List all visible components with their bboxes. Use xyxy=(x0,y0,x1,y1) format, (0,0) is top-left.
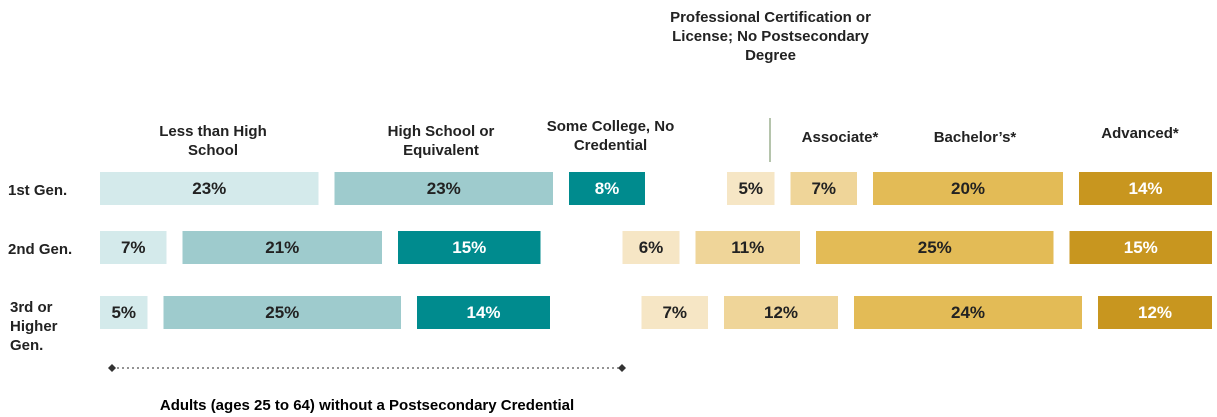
series-header: Some College, No Credential xyxy=(546,118,675,154)
value-label: 7% xyxy=(121,238,146,257)
bar xyxy=(695,231,800,264)
bar xyxy=(641,296,708,329)
value-label: 21% xyxy=(265,238,299,257)
series-header: Bachelor’s* xyxy=(933,129,1017,146)
value-label: 14% xyxy=(466,303,500,322)
value-label: 25% xyxy=(918,238,952,257)
series-header: Advanced* xyxy=(1101,125,1179,142)
value-label: 7% xyxy=(662,303,687,322)
bar xyxy=(398,231,541,264)
value-label: 14% xyxy=(1128,179,1162,198)
bar xyxy=(854,296,1082,329)
value-label: 15% xyxy=(452,238,486,257)
row-label: 3rd or Higher Gen. xyxy=(10,299,58,354)
value-label: 12% xyxy=(764,303,798,322)
bar xyxy=(873,172,1063,205)
value-label: 5% xyxy=(111,303,136,322)
bar xyxy=(816,231,1054,264)
bar xyxy=(1079,172,1212,205)
value-label: 20% xyxy=(951,179,985,198)
bar xyxy=(569,172,645,205)
value-label: 12% xyxy=(1138,303,1172,322)
value-label: 11% xyxy=(731,238,764,257)
series-header: Professional Certification or License; N… xyxy=(670,9,871,64)
bar xyxy=(727,172,775,205)
row-label: 1st Gen. xyxy=(8,182,68,199)
value-label: 8% xyxy=(595,179,620,198)
bar xyxy=(182,231,382,264)
bar xyxy=(1098,296,1212,329)
annotation: Adults (ages 25 to 64) without a Postsec… xyxy=(160,397,574,414)
bar xyxy=(417,296,550,329)
value-label: 5% xyxy=(738,179,763,198)
value-label: 15% xyxy=(1124,238,1158,257)
bar xyxy=(100,296,148,329)
value-label: 7% xyxy=(811,179,836,198)
row-label: 2nd Gen. xyxy=(8,241,73,258)
value-label: 23% xyxy=(192,179,226,198)
series-header: Associate* xyxy=(801,129,879,146)
bar xyxy=(334,172,553,205)
value-label: 23% xyxy=(427,179,461,198)
bar xyxy=(100,172,319,205)
bar xyxy=(163,296,401,329)
bar xyxy=(790,172,857,205)
series-header: High School or Equivalent xyxy=(387,123,495,159)
value-label: 25% xyxy=(265,303,299,322)
bar xyxy=(622,231,680,264)
value-label: 24% xyxy=(951,303,985,322)
series-header: Less than High School xyxy=(159,123,267,159)
bar xyxy=(1069,231,1212,264)
bar xyxy=(724,296,838,329)
value-label: 6% xyxy=(639,238,664,257)
bar xyxy=(100,231,167,264)
